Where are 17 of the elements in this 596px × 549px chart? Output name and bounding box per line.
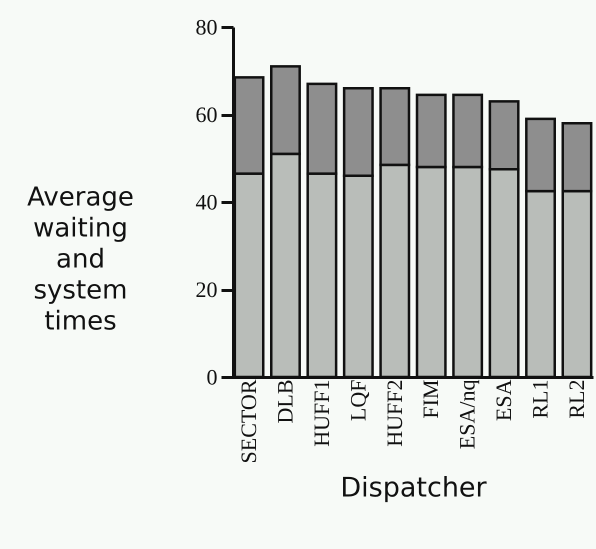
y-tick-label: 0 [206,364,218,390]
x-tick-label: RL1 [528,380,553,419]
x-tick-label: RL2 [564,380,589,419]
x-tick-label: DLB [272,380,298,424]
y-axis-title: Average waiting and system times [27,182,134,336]
y-tick-label: 60 [196,102,218,127]
x-axis-title: Dispatcher [340,472,488,504]
x-tick-label: FIM [418,380,444,419]
x-tick-label: ESA/nq [454,380,480,450]
x-tick-label: HUFF1 [308,380,334,447]
y-tick-label: 20 [196,277,218,302]
x-tick-label: HUFF2 [382,380,407,447]
y-tick-label: 40 [196,190,218,214]
x-tick-label: ESA [491,379,516,422]
x-tick-label: SECTOR [236,379,262,464]
x-tick-label: LQF [345,380,370,422]
y-tick-label: 80 [196,14,218,40]
